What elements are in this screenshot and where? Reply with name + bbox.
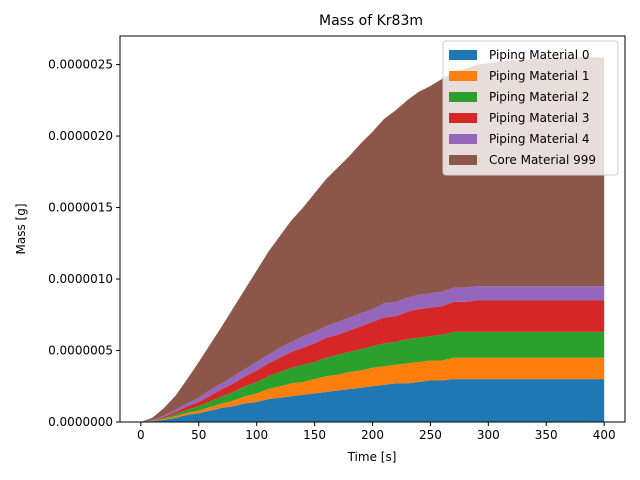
y-tick-label: 0.0000000: [48, 415, 113, 429]
x-tick-label: 100: [245, 428, 268, 442]
legend-swatch: [449, 155, 477, 165]
y-tick-label: 0.0000005: [48, 344, 113, 358]
legend-label: Piping Material 0: [489, 48, 590, 62]
y-tick-label: 0.0000025: [48, 58, 113, 72]
plot-frame: [119, 35, 626, 423]
x-tick-label: 350: [535, 428, 558, 442]
legend-label: Core Material 999: [489, 153, 596, 167]
y-tick-label: 0.0000020: [48, 129, 113, 143]
x-tick-label: 50: [191, 428, 206, 442]
area-series-2: [140, 331, 605, 422]
x-axis-ticks: 0 50 100 150 200 250 300 350 400: [137, 422, 616, 442]
legend-swatch: [449, 71, 477, 81]
legend-swatch: [449, 92, 477, 102]
legend: Piping Material 0 Piping Material 1 Piping…: [442, 40, 619, 176]
area-series-1: [140, 357, 605, 422]
x-axis-label: Time [s]: [347, 450, 397, 464]
x-tick-label: 0: [137, 428, 145, 442]
legend-swatch: [449, 134, 477, 144]
legend-box: [442, 40, 619, 176]
legend-label: Piping Material 2: [489, 90, 590, 104]
x-tick-label: 250: [419, 428, 442, 442]
x-tick-label: 150: [303, 428, 326, 442]
legend-label: Piping Material 3: [489, 111, 590, 125]
x-tick-label: 400: [593, 428, 616, 442]
x-tick-label: 300: [477, 428, 500, 442]
y-tick-label: 0.0000015: [48, 201, 113, 215]
chart-title: Mass of Kr83m: [319, 13, 423, 29]
area-series-0: [140, 379, 605, 422]
area-series-4: [140, 286, 605, 422]
legend-label: Piping Material 1: [489, 69, 590, 83]
y-axis-ticks: 0.0000000 0.0000005 0.0000010 0.0000015 0.00…: [48, 58, 120, 429]
y-axis-label: Mass [g]: [14, 203, 28, 254]
legend-swatch: [449, 50, 477, 60]
legend-label: Piping Material 4: [489, 132, 590, 146]
x-tick-label: 200: [361, 428, 384, 442]
area-series-3: [140, 300, 605, 422]
legend-swatch: [449, 113, 477, 123]
y-tick-label: 0.0000010: [48, 272, 113, 286]
